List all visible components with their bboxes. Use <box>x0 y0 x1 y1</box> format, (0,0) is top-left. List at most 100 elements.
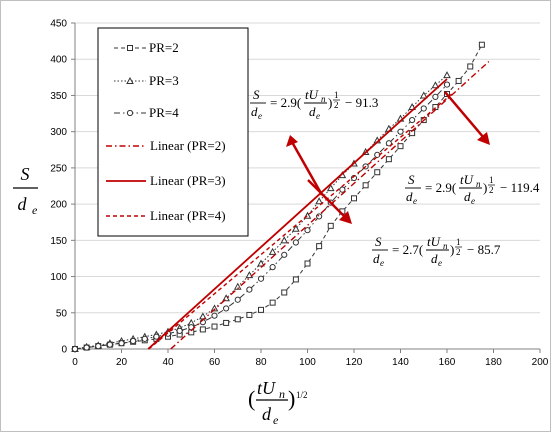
arrow-pr3-head <box>286 135 298 147</box>
eq-rhs-subscript-e: e <box>471 196 475 206</box>
y-tick-label: 450 <box>50 19 67 30</box>
data-point <box>292 276 299 283</box>
data-point <box>233 282 242 290</box>
legend-label: PR=3 <box>149 73 179 88</box>
data-point <box>257 275 265 282</box>
y-tick-label: 400 <box>50 55 67 66</box>
axes <box>71 22 541 353</box>
y-label-numerator: S <box>21 164 30 184</box>
legend-marker <box>126 109 134 117</box>
data-point <box>315 197 323 205</box>
x-tick-label: 0 <box>72 357 78 368</box>
x-tick-label: 160 <box>439 357 456 368</box>
equation-eq-pr3: Sd e= 2.9(tU nd e) 12− 91.3 <box>250 87 378 121</box>
legend-item: Linear (PR=2) <box>106 138 226 153</box>
x-tick-label: 120 <box>346 357 363 368</box>
arrow-pr4-head <box>339 211 352 224</box>
x-tick-label: 100 <box>299 357 316 368</box>
series-group <box>71 41 485 353</box>
y-tick-label: 250 <box>50 163 67 174</box>
data-point <box>316 243 323 250</box>
eq-exponent-num: 1 <box>334 90 339 100</box>
grid <box>75 22 540 314</box>
data-point <box>478 41 485 48</box>
trendline-linear-pr-4- <box>148 93 453 350</box>
data-point <box>211 323 218 330</box>
arrow-pr2-shaft <box>444 91 485 139</box>
eq-exponent-den: 2 <box>456 247 461 257</box>
legend-items: PR=2 PR=3 PR=4 Linear (PR=2) Linear (PR=3) Li… <box>106 40 226 223</box>
data-point <box>71 345 79 353</box>
eq-lhs-denominator: d <box>373 251 380 266</box>
x-label-subscript-e: e <box>273 413 279 427</box>
data-point <box>234 296 241 303</box>
y-tick-label: 100 <box>50 272 67 283</box>
y-tick-labels: 0 50 100 150 200 250 300 350 400 450 <box>50 19 67 356</box>
x-tick-label: 140 <box>392 357 409 368</box>
eq-coefficient: = 2.9( <box>270 95 301 110</box>
y-axis-label: S d e <box>13 164 38 217</box>
trendline-linear-pr-2- <box>170 61 490 350</box>
data-point <box>223 319 230 326</box>
eq-exponent-num: 1 <box>489 175 494 185</box>
x-tick-label: 60 <box>209 357 221 368</box>
data-point <box>281 251 288 258</box>
y-tick-label: 0 <box>61 345 67 356</box>
eq-lhs-subscript: e <box>258 111 262 121</box>
data-point <box>316 213 323 220</box>
legend-label: Linear (PR=2) <box>150 138 226 153</box>
data-point <box>234 316 241 323</box>
data-point <box>258 306 264 313</box>
equation-eq-pr4: Sd e= 2.7(tU nd e) 12− 85.7 <box>372 234 501 268</box>
eq-lhs-subscript: e <box>380 258 384 268</box>
y-label-subscript: e <box>32 203 38 217</box>
legend-label: Linear (PR=4) <box>150 208 226 223</box>
legend-item: PR=3 <box>114 73 179 88</box>
eq-rhs-denominator: d <box>431 251 438 266</box>
eq-close-paren: ) <box>450 242 454 257</box>
eq-rhs-denominator: d <box>464 189 471 204</box>
legend-item: PR=4 <box>114 105 179 120</box>
data-point <box>385 140 392 147</box>
eq-exponent-den: 2 <box>489 185 494 195</box>
data-point <box>280 236 289 244</box>
data-point <box>443 81 451 88</box>
y-label-denominator: d <box>18 194 28 214</box>
data-point <box>351 195 357 202</box>
data-point <box>130 337 137 345</box>
legend: PR=2 PR=3 PR=4 Linear (PR=2) Linear (PR=3) Li… <box>97 27 249 237</box>
trendline-group <box>147 61 490 350</box>
eq-rhs-subscript-n: n <box>476 179 481 189</box>
data-point <box>397 143 404 150</box>
x-tick-label: 40 <box>162 357 174 368</box>
legend-item: Linear (PR=4) <box>106 208 226 223</box>
data-point <box>95 343 102 350</box>
x-tick-labels: 0 20 40 60 80 100 120 140 160 180 200 <box>72 357 549 368</box>
x-label-exponent: 1/2 <box>296 390 308 400</box>
data-point <box>281 289 288 296</box>
legend-box <box>97 27 249 237</box>
legend-marker <box>126 76 134 84</box>
data-point <box>420 105 427 112</box>
equation-eq-pr2: Sd e= 2.9(tU nd e) 12− 119.4 <box>405 172 540 206</box>
y-tick-label: 300 <box>50 127 67 138</box>
eq-constant: − 119.4 <box>500 180 540 195</box>
data-point <box>443 71 451 79</box>
eq-constant: − 85.7 <box>467 242 501 257</box>
eq-lhs-denominator: d <box>406 189 413 204</box>
eq-rhs-numerator: tU <box>460 172 475 187</box>
legend-item: PR=2 <box>114 40 179 55</box>
data-point <box>246 311 253 318</box>
data-point <box>455 77 462 84</box>
eq-coefficient: = 2.7( <box>392 242 423 257</box>
data-point <box>83 344 90 351</box>
data-point <box>292 224 300 232</box>
x-tick-label: 200 <box>532 357 549 368</box>
x-label-denominator: d <box>262 404 272 424</box>
data-point <box>385 156 392 163</box>
legend-label: PR=4 <box>149 105 179 120</box>
eq-rhs-numerator: tU <box>427 234 442 249</box>
data-point <box>362 182 369 189</box>
data-point <box>467 63 474 70</box>
